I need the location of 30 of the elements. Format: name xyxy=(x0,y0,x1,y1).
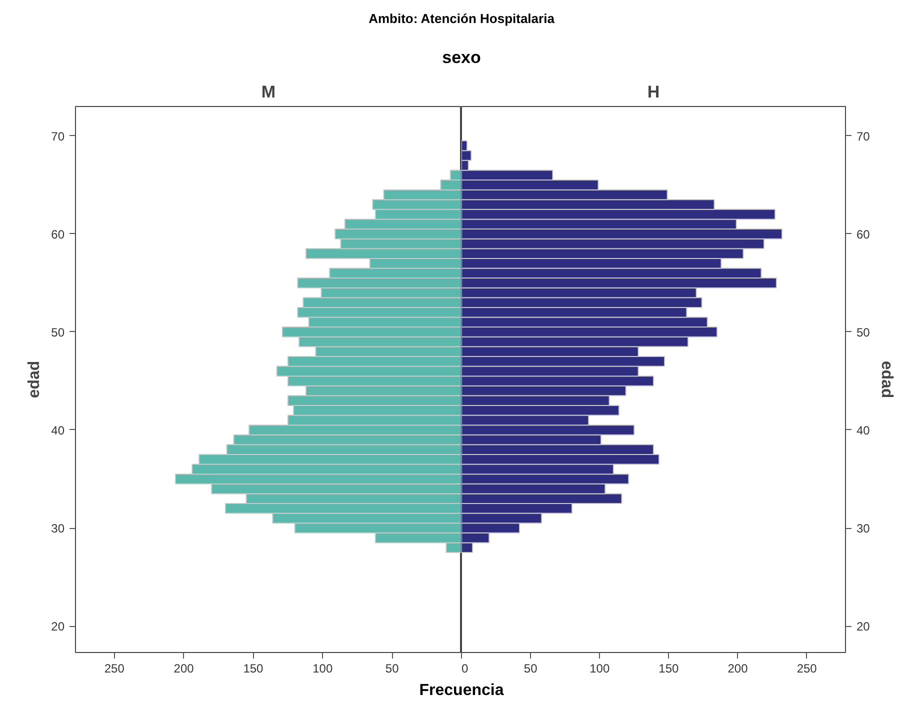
y-tick-label: 30 xyxy=(856,521,870,536)
y-tick-label: 50 xyxy=(51,325,65,340)
x-tick-label: 200 xyxy=(174,661,194,676)
x-tick-label: 50 xyxy=(524,661,538,676)
y-tick-label: 40 xyxy=(856,423,870,438)
y-tick-label: 30 xyxy=(51,521,65,536)
x-tick-label: 100 xyxy=(312,661,333,676)
y-axis-title: edad xyxy=(878,360,895,398)
x-tick-label: 0 xyxy=(462,661,468,676)
y-tick-label: 70 xyxy=(856,129,870,144)
y-tick-label: 20 xyxy=(856,619,870,634)
x-tick-label: 250 xyxy=(796,661,818,676)
y-tick-label: 60 xyxy=(51,227,65,242)
text: H xyxy=(647,82,660,102)
x-tick-label: 50 xyxy=(385,661,400,676)
chart-title: Ambito: Atención Hospitalaria xyxy=(368,10,554,28)
y-tick-label: 50 xyxy=(856,325,870,340)
x-tick-label: 200 xyxy=(728,661,748,676)
x-tick-label: 150 xyxy=(243,661,264,676)
x-tick-label: 100 xyxy=(590,661,610,676)
chart-subtitle: sexo xyxy=(442,46,481,69)
text: M xyxy=(261,82,276,102)
x-axis-title: Frecuencia xyxy=(419,680,504,701)
y-tick-label: 20 xyxy=(51,619,65,634)
y-tick-label: 70 xyxy=(51,129,65,144)
y-axis-title: edad xyxy=(26,360,44,398)
y-tick-label: 40 xyxy=(51,423,65,438)
x-tick-label: 150 xyxy=(658,661,680,676)
y-tick-label: 60 xyxy=(856,227,870,242)
x-tick-label: 250 xyxy=(104,661,125,676)
